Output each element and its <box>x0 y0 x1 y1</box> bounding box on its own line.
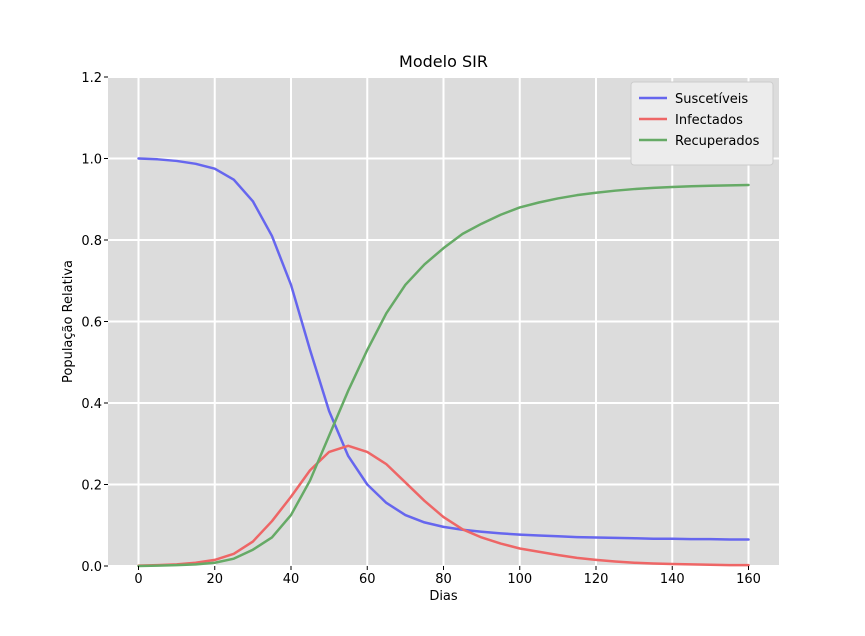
legend-entry-label: Infectados <box>675 113 743 128</box>
legend-box <box>630 81 774 166</box>
x-tick-label: 160 <box>736 572 761 587</box>
y-tick-label: 0.4 <box>81 397 102 412</box>
x-tick-label: 20 <box>206 572 223 587</box>
x-tick-label: 40 <box>283 572 300 587</box>
y-axis-ticks: 0.0 0.2 0.4 0.6 0.8 1.0 1.2 <box>81 71 108 575</box>
legend: Suscetíveis Infectados Recuperados <box>630 81 774 166</box>
y-tick-label: 1.2 <box>81 71 102 86</box>
series-line-0 <box>137 157 750 541</box>
series-line-2 <box>137 183 750 568</box>
x-tick-label: 0 <box>134 572 142 587</box>
y-tick-label: 0.2 <box>81 479 102 494</box>
x-tick-label: 140 <box>660 572 685 587</box>
x-tick-label: 80 <box>435 572 452 587</box>
y-axis-label: População Relativa <box>61 260 76 383</box>
x-tick-label: 120 <box>584 572 609 587</box>
x-axis-label: Dias <box>429 589 458 604</box>
y-tick-label: 0.8 <box>81 234 102 249</box>
y-tick-label: 0.0 <box>81 560 102 575</box>
series-lines <box>137 157 750 568</box>
y-tick-label: 1.0 <box>81 153 102 168</box>
legend-entry-label: Suscetíveis <box>675 92 748 107</box>
legend-entry-label: Recuperados <box>675 134 760 149</box>
x-tick-label: 100 <box>507 572 532 587</box>
series-line-1 <box>137 444 750 567</box>
x-tick-label: 60 <box>359 572 376 587</box>
chart-title: Modelo SIR <box>399 52 488 71</box>
x-axis-ticks: 0 20 40 60 80 100 120 140 160 <box>134 566 761 587</box>
y-tick-label: 0.6 <box>81 316 102 331</box>
